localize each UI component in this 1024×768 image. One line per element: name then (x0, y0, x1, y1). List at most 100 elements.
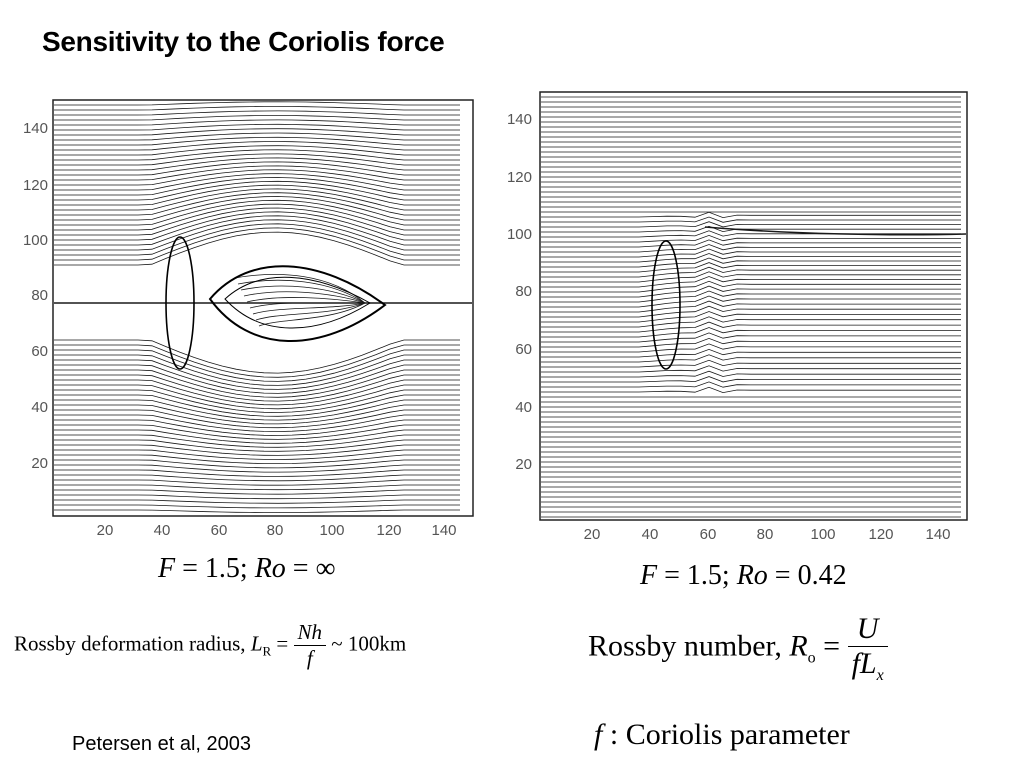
right-x-tick-label: 60 (700, 526, 717, 543)
left-streamline (54, 128, 460, 136)
left-streamline (54, 227, 460, 261)
rossby-radius-fraction: Nh f (293, 620, 327, 671)
right-y-tick-label: 100 (507, 226, 532, 243)
left-y-tick-label: 60 (31, 343, 48, 360)
left-eddy-streamline (243, 291, 366, 304)
left-streamline (54, 369, 460, 398)
right-ridge-ellipse (651, 240, 681, 370)
left-streamline (54, 188, 460, 211)
left-streamline (54, 161, 460, 176)
left-streamline-plot: 140 120 100 80 60 40 20 20 40 60 80 100 120 140 (0, 92, 490, 542)
left-streamline (54, 429, 460, 444)
left-streamline (54, 101, 460, 106)
right-streamline (541, 271, 961, 283)
left-streamline (54, 231, 460, 266)
right-streamline (541, 376, 961, 383)
right-streamline (541, 216, 961, 223)
rossby-radius-label: Rossby deformation radius, (14, 631, 246, 656)
left-streamline (54, 434, 460, 448)
fraction-numerator: Nh (293, 620, 327, 646)
rossby-radius-subscript: R (262, 643, 272, 659)
left-streamline (54, 459, 460, 469)
right-streamline (541, 305, 961, 318)
right-caption: F = 1.5; Ro = 0.42 (640, 560, 847, 591)
right-x-tick-label: 20 (584, 526, 601, 543)
left-streamline (54, 123, 460, 131)
left-streamline (54, 374, 460, 402)
right-streamline (541, 359, 961, 368)
left-streamline (54, 157, 460, 171)
right-streamline (541, 327, 961, 338)
right-streamline-plot: 140 120 100 80 60 40 20 20 40 60 80 100 120 140 (490, 84, 980, 544)
left-streamline (54, 153, 460, 166)
rossby-number-fraction: U fLx (847, 612, 888, 685)
left-streamline (54, 211, 460, 241)
left-streamline (54, 494, 460, 500)
left-plot-svg: 140 120 100 80 60 40 20 20 40 60 80 100 120 140 (23, 99, 474, 539)
rossby-number-symbol: R (789, 629, 808, 663)
right-streamline (541, 354, 961, 363)
right-y-tick-label: 140 (507, 111, 532, 128)
right-streamline (541, 244, 961, 253)
right-y-tick-label: 40 (515, 399, 532, 416)
left-streamline (54, 105, 460, 111)
right-streamline (541, 311, 961, 323)
right-streamline (541, 300, 961, 313)
right-streamline (541, 257, 961, 268)
left-streamline (54, 484, 460, 491)
left-y-tick-label: 120 (23, 177, 48, 194)
fraction-denominator: fLx (848, 647, 888, 685)
left-streamline (54, 169, 460, 186)
right-streamline (541, 230, 961, 238)
left-streamline (54, 149, 460, 161)
right-streamline (541, 211, 961, 219)
left-streamline (54, 504, 460, 509)
left-streamline (54, 349, 460, 382)
left-y-tick-label: 80 (31, 287, 48, 304)
right-streamline (541, 295, 961, 308)
right-streamline (541, 316, 961, 328)
right-streamline (541, 225, 961, 233)
fraction-numerator: U (847, 612, 888, 647)
rossby-radius-formula: Rossby deformation radius, LR = Nh f ~ 1… (14, 620, 407, 671)
right-streamline (541, 337, 961, 348)
left-streamline (54, 424, 460, 440)
left-streamline (54, 192, 460, 216)
left-streamline (54, 110, 460, 116)
caption-Ro-value: ∞ (315, 553, 336, 584)
right-streamline (541, 285, 961, 298)
left-streamline (54, 384, 460, 410)
rossby-radius-approx: ~ 100km (331, 631, 407, 656)
rossby-number-subscript: o (807, 649, 816, 667)
left-caption: F = 1.5; Ro = ∞ (158, 553, 336, 584)
left-streamline (54, 215, 460, 246)
right-y-tick-label: 120 (507, 169, 532, 186)
left-streamline (54, 399, 460, 421)
left-streamline (54, 223, 460, 256)
coriolis-text: Coriolis parameter (625, 718, 850, 751)
left-streamline (54, 344, 460, 378)
caption-F: F (158, 553, 176, 584)
fraction-denominator: f (306, 646, 313, 670)
left-y-tick-label: 140 (23, 120, 48, 137)
right-streamline (541, 348, 961, 358)
left-eddy-streamline (252, 302, 366, 315)
left-x-tick-label: 40 (154, 522, 171, 539)
right-streamline (541, 253, 961, 263)
left-eddy-streamline (255, 302, 366, 321)
left-ridge-ellipse (165, 236, 195, 370)
slide-title: Sensitivity to the Coriolis force (42, 26, 445, 57)
coriolis-definition: f : Coriolis parameter (594, 718, 850, 751)
left-streamline (54, 219, 460, 251)
right-y-tick-label: 80 (515, 283, 532, 300)
left-streamline (54, 364, 460, 394)
denominator-text: fL (851, 647, 877, 680)
caption-Ro: Ro (254, 553, 286, 584)
right-streamline (541, 343, 961, 353)
left-streamline (54, 474, 460, 482)
left-wake-eddy-inner (224, 276, 371, 329)
left-streamline (54, 184, 460, 206)
left-streamline (54, 389, 460, 413)
caption-Ro-value: 0.42 (797, 560, 847, 591)
left-streamline (54, 173, 460, 191)
